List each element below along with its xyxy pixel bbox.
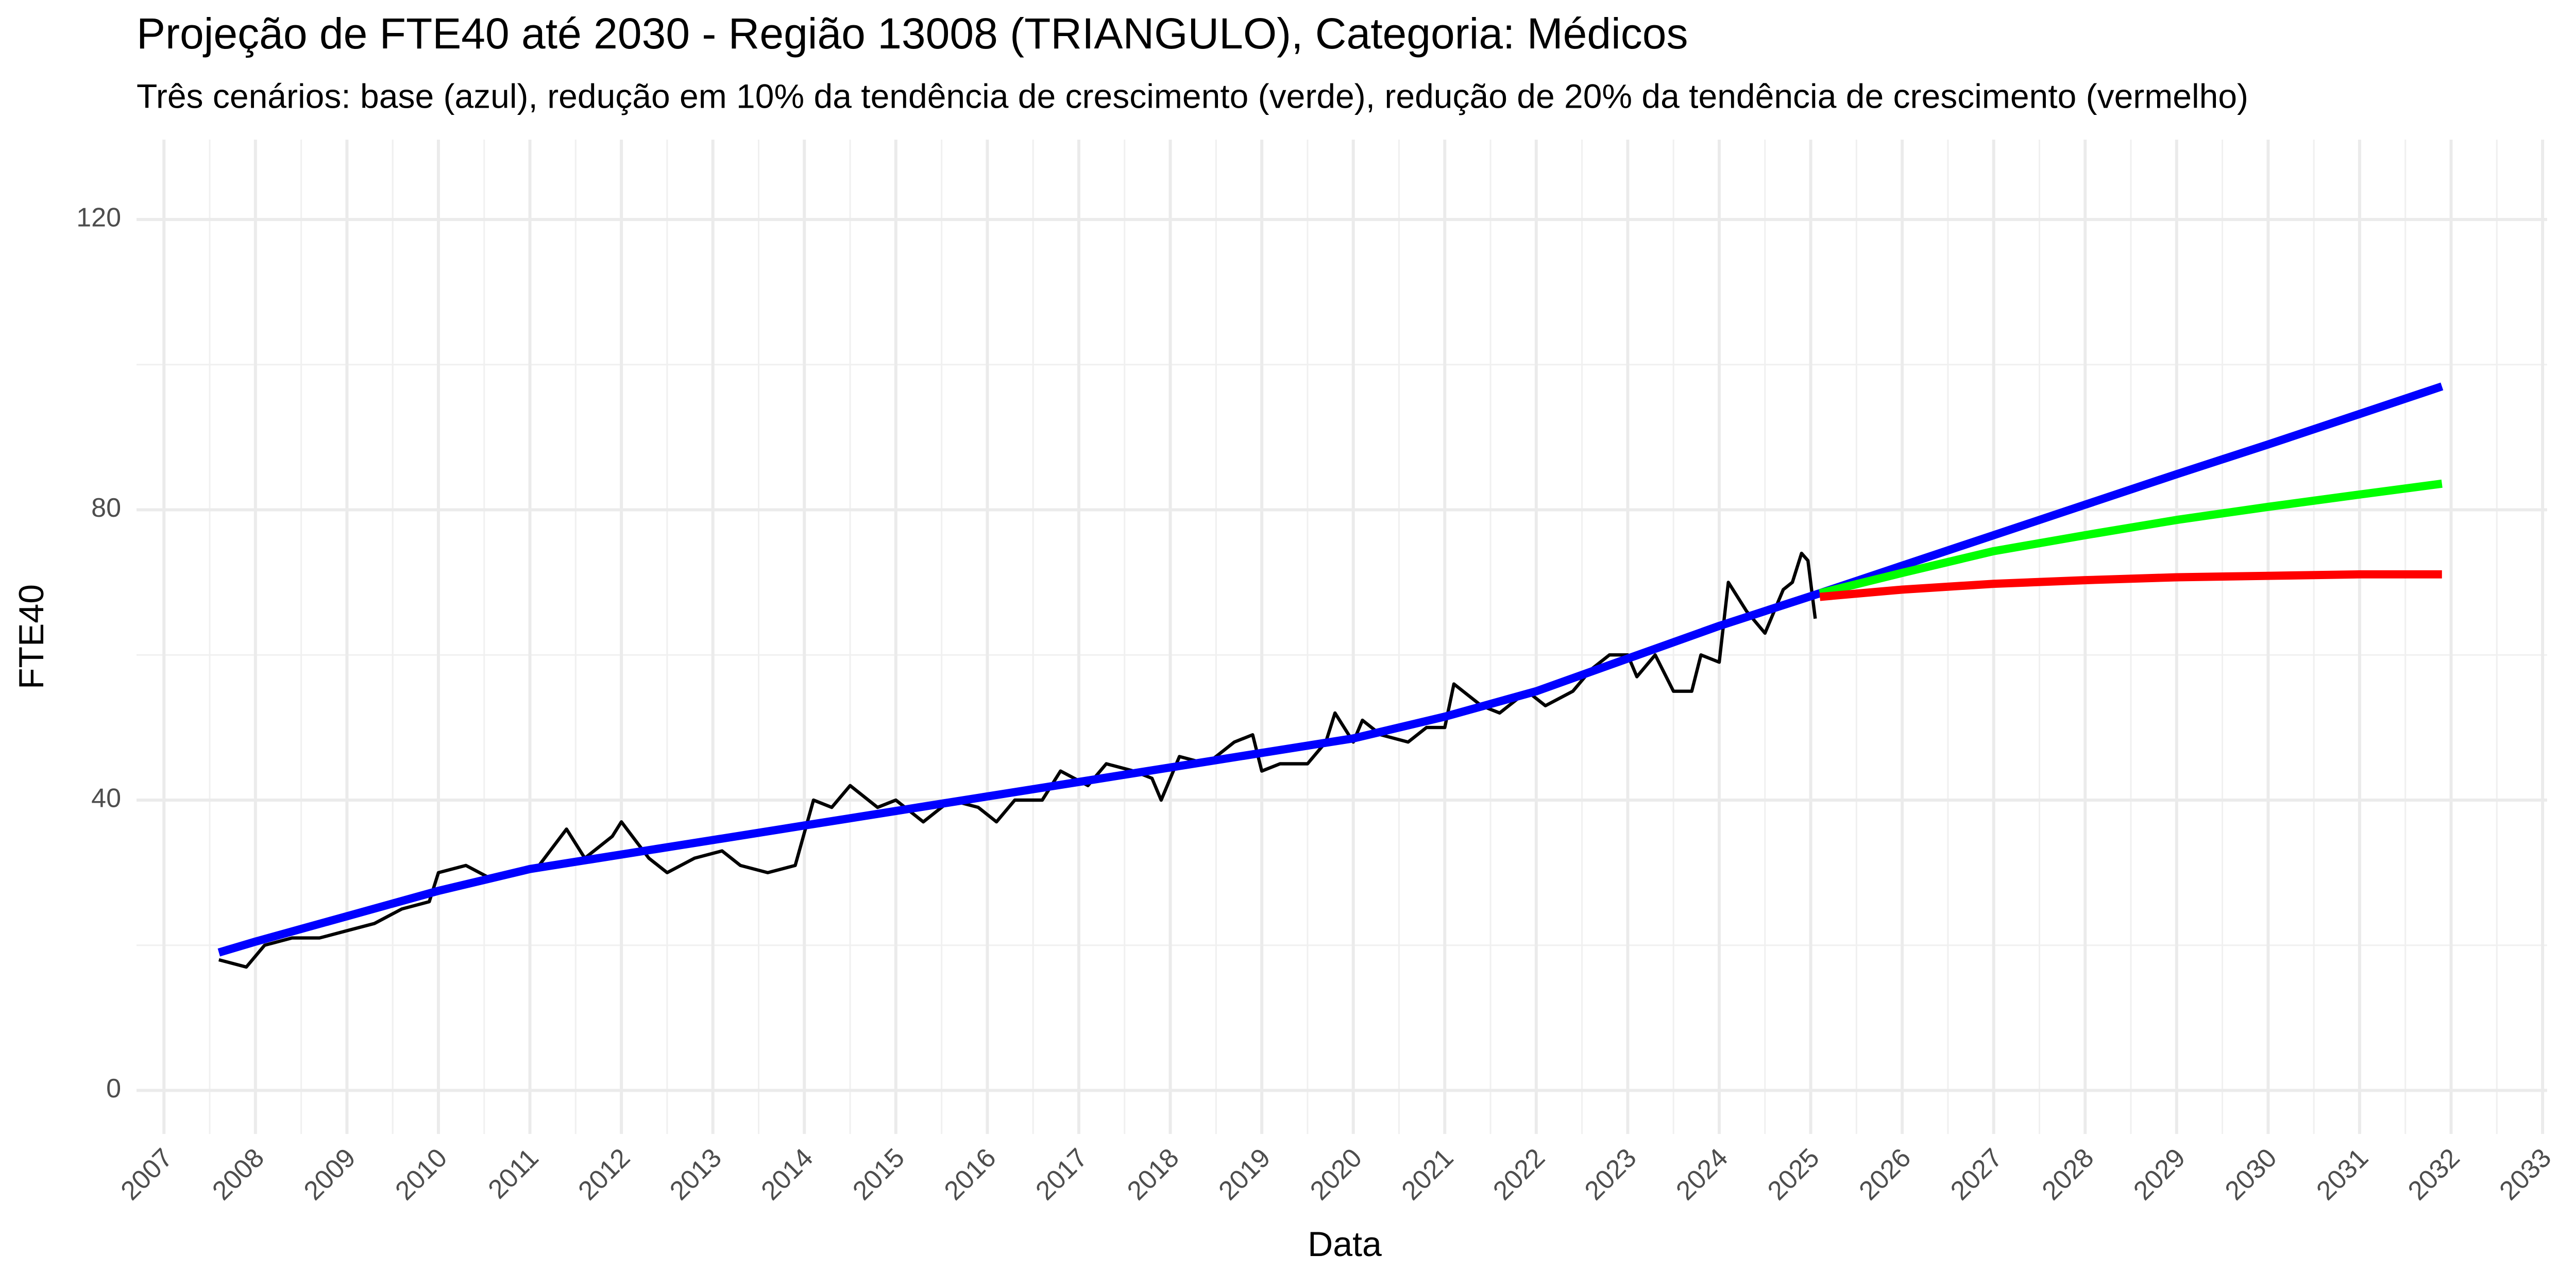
x-tick-label: 2020 bbox=[1304, 1143, 1368, 1206]
x-tick-label: 2021 bbox=[1396, 1143, 1460, 1206]
x-tick-label: 2019 bbox=[1213, 1143, 1277, 1206]
y-tick-label: 80 bbox=[91, 493, 121, 523]
x-tick-label: 2031 bbox=[2311, 1143, 2374, 1206]
x-tick-label: 2032 bbox=[2402, 1143, 2466, 1206]
series-line bbox=[218, 551, 1817, 969]
x-tick-label: 2025 bbox=[1762, 1143, 1825, 1206]
chart-title: Projeção de FTE40 até 2030 - Região 1300… bbox=[137, 9, 1688, 58]
x-tick-label: 2029 bbox=[2128, 1143, 2191, 1206]
series-line bbox=[1819, 479, 2443, 598]
x-tick-label: 2016 bbox=[939, 1143, 1002, 1206]
x-tick-label: 2010 bbox=[389, 1143, 453, 1206]
x-tick-label: 2013 bbox=[664, 1143, 727, 1206]
x-tick-label: 2011 bbox=[483, 1143, 545, 1205]
chart-subtitle: Três cenários: base (azul), redução em 1… bbox=[137, 77, 2248, 115]
x-tick-label: 2027 bbox=[1945, 1143, 2008, 1206]
x-tick-label: 2012 bbox=[573, 1143, 636, 1206]
y-tick-label: 0 bbox=[106, 1074, 121, 1104]
y-tick-label: 40 bbox=[91, 784, 121, 814]
x-tick-label: 2026 bbox=[1854, 1143, 1917, 1206]
x-tick-label: 2018 bbox=[1122, 1143, 1185, 1206]
x-tick-label: 2022 bbox=[1487, 1143, 1551, 1206]
x-tick-label: 2017 bbox=[1030, 1143, 1093, 1206]
series-line bbox=[1819, 570, 2442, 601]
x-axis-title: Data bbox=[1308, 1225, 1382, 1264]
y-axis-title: FTE40 bbox=[12, 584, 51, 689]
x-tick-label: 2007 bbox=[115, 1143, 179, 1206]
x-tick-label: 2015 bbox=[847, 1143, 910, 1206]
x-tick-label: 2009 bbox=[298, 1143, 362, 1206]
y-tick-label: 120 bbox=[76, 203, 121, 233]
x-tick-label: 2033 bbox=[2494, 1143, 2557, 1206]
series-line bbox=[217, 382, 2444, 957]
x-tick-label: 2030 bbox=[2219, 1143, 2283, 1206]
x-tick-label: 2023 bbox=[1579, 1143, 1642, 1206]
x-tick-label: 2024 bbox=[1670, 1143, 1734, 1206]
x-tick-label: 2014 bbox=[756, 1143, 819, 1206]
x-tick-label: 2028 bbox=[2037, 1143, 2100, 1206]
x-tick-label: 2008 bbox=[207, 1143, 270, 1206]
